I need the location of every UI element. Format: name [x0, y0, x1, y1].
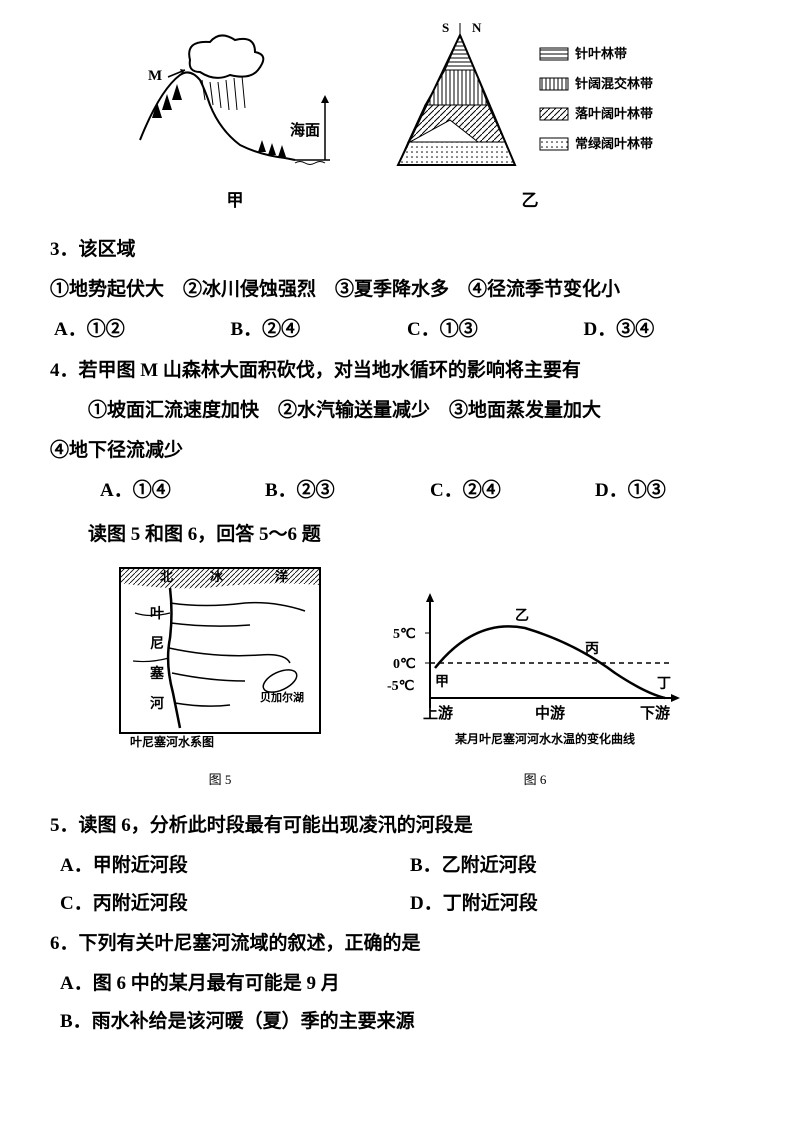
q5-opt-c: C．丙附近河段 — [60, 886, 410, 922]
svg-text:甲: 甲 — [435, 674, 449, 690]
jia-label: 甲 — [227, 185, 244, 217]
svg-text:叶尼塞河水系图: 叶尼塞河水系图 — [130, 734, 214, 749]
svg-text:5℃: 5℃ — [393, 627, 416, 642]
svg-text:海面: 海面 — [290, 121, 320, 139]
svg-text:上游: 上游 — [423, 704, 453, 722]
q5-opt-d: D．丁附近河段 — [410, 886, 760, 922]
q4-opt-a: A．①④ — [100, 473, 265, 509]
figure-jia: M 海面 甲 — [130, 30, 340, 217]
q5-row2: C．丙附近河段 D．丁附近河段 — [50, 886, 760, 922]
q6-title: 6．下列有关叶尼塞河流域的叙述，正确的是 — [50, 926, 760, 962]
q4-title: 4．若甲图 M 山森林大面积砍伐，对当地水循环的影响将主要有 — [50, 353, 760, 389]
q3-opt-c: C．①③ — [407, 312, 584, 348]
svg-text:针阔混交林带: 针阔混交林带 — [574, 76, 653, 91]
svg-text:某月叶尼塞河河水水温的变化曲线: 某月叶尼塞河河水水温的变化曲线 — [455, 731, 635, 746]
q4-opt-c: C．②④ — [430, 473, 595, 509]
q6-opt-b: B．雨水补给是该河暖（夏）季的主要来源 — [60, 1004, 760, 1040]
svg-text:北: 北 — [160, 569, 173, 584]
q4-stems2: ④地下径流减少 — [50, 433, 760, 469]
q3-stems: ①地势起伏大 ②冰川侵蚀强烈 ③夏季降水多 ④径流季节变化小 — [50, 272, 760, 308]
fig6-label: 图 6 — [375, 768, 695, 793]
q4-opt-d: D．①③ — [595, 473, 760, 509]
q5-opt-b: B．乙附近河段 — [410, 848, 760, 884]
q3-opt-b: B．②④ — [231, 312, 408, 348]
svg-text:常绿阔叶林带: 常绿阔叶林带 — [575, 136, 653, 151]
figure-5: 北 冰 洋 贝加尔湖 叶 尼 塞 河 叶尼塞河水系图 图 5 — [115, 563, 325, 793]
read-5-6: 读图 5 和图 6，回答 5～6 题 — [50, 517, 760, 553]
svg-text:S: S — [442, 20, 449, 35]
q6-opt-a: A．图 6 中的某月最有可能是 9 月 — [60, 966, 760, 1002]
m-label: M — [148, 68, 162, 84]
figure-yi: S N 针叶林带 针阔混交林带 落叶阔叶林带 常绿阔叶林带 乙 — [380, 20, 680, 217]
svg-text:落叶阔叶林带: 落叶阔叶林带 — [575, 106, 653, 121]
q3-opt-a: A．①② — [54, 312, 231, 348]
q4-stems1: ①坡面汇流速度加快 ②水汽输送量减少 ③地面蒸发量加大 — [50, 393, 760, 429]
svg-text:-5℃: -5℃ — [387, 679, 415, 694]
svg-text:洋: 洋 — [275, 569, 288, 584]
svg-text:丁: 丁 — [657, 677, 671, 692]
svg-text:下游: 下游 — [640, 704, 670, 722]
q3-title: 3．该区域 — [50, 232, 760, 268]
q4-options: A．①④ B．②③ C．②④ D．①③ — [50, 473, 760, 509]
figure-row-56: 北 冰 洋 贝加尔湖 叶 尼 塞 河 叶尼塞河水系图 图 5 — [50, 563, 760, 793]
yi-label: 乙 — [522, 185, 539, 217]
figure-row-top: M 海面 甲 — [50, 20, 760, 217]
q3-options: A．①② B．②④ C．①③ D．③④ — [50, 312, 760, 348]
svg-text:针叶林带: 针叶林带 — [574, 46, 627, 61]
svg-text:冰: 冰 — [210, 569, 224, 584]
svg-text:塞: 塞 — [150, 665, 165, 682]
q4-opt-b: B．②③ — [265, 473, 430, 509]
svg-text:丙: 丙 — [585, 641, 599, 657]
q3-opt-d: D．③④ — [584, 312, 761, 348]
svg-text:尼: 尼 — [150, 636, 164, 652]
q5-title: 5．读图 6，分析此时段最有可能出现凌汛的河段是 — [50, 808, 760, 844]
figure-6: 5℃ 0℃ -5℃ 甲 乙 丙 丁 上游 中游 下游 某月叶尼塞河河水水温的变化… — [375, 588, 695, 793]
svg-text:0℃: 0℃ — [393, 657, 416, 672]
svg-text:中游: 中游 — [535, 704, 565, 722]
fig5-label: 图 5 — [115, 768, 325, 793]
svg-text:贝加尔湖: 贝加尔湖 — [260, 690, 304, 704]
svg-text:叶: 叶 — [150, 606, 164, 622]
svg-text:N: N — [472, 20, 482, 35]
q5-opt-a: A．甲附近河段 — [60, 848, 410, 884]
svg-text:河: 河 — [150, 695, 164, 712]
svg-text:乙: 乙 — [515, 608, 529, 624]
q5-row1: A．甲附近河段 B．乙附近河段 — [50, 848, 760, 884]
q6-subopts: A．图 6 中的某月最有可能是 9 月 B．雨水补给是该河暖（夏）季的主要来源 — [50, 966, 760, 1040]
